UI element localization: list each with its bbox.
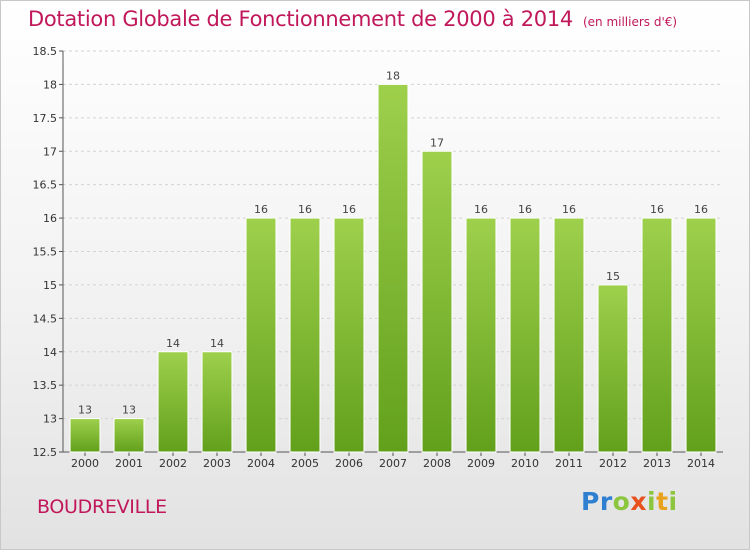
- y-tick-label: 18: [43, 78, 57, 91]
- x-tick-label: 2010: [511, 457, 539, 470]
- y-tick-label: 16: [43, 212, 57, 225]
- x-tick-label: 2002: [159, 457, 187, 470]
- data-label: 14: [210, 337, 224, 350]
- bar-2005: [289, 217, 321, 453]
- y-tick-label: 12.5: [33, 446, 58, 459]
- x-tick-label: 2012: [599, 457, 627, 470]
- bar-2010: [509, 217, 541, 453]
- y-tick-label: 14.5: [33, 312, 58, 325]
- y-tick-label: 17.5: [33, 112, 58, 125]
- chart-title-text: Dotation Globale de Fonctionnement de 20…: [28, 7, 573, 31]
- logo-letter-6: i: [668, 487, 678, 516]
- bar-2014: [685, 217, 717, 453]
- data-labels: 13 13 14 14 16 16 16 18 17 16 16 16 15 16 16: [78, 69, 708, 416]
- bar-2009: [465, 217, 497, 453]
- bar-2004: [245, 217, 277, 453]
- x-tick-label: 2004: [247, 457, 275, 470]
- x-tick-label: 2008: [423, 457, 451, 470]
- bars: [69, 83, 717, 453]
- data-label: 16: [474, 203, 488, 216]
- bar-2012: [597, 284, 629, 453]
- logo-letter-2: o: [612, 487, 631, 516]
- bar-2008: [421, 150, 453, 453]
- data-label: 13: [122, 404, 136, 417]
- y-tick-label: 18.5: [33, 45, 58, 58]
- data-label: 16: [518, 203, 532, 216]
- y-tick-label: 15.5: [33, 246, 58, 259]
- y-tick-labels: 12.5 13 13.5 14 14.5 15 15.5 16 16.5 17 17.5 18 18.5: [33, 45, 58, 459]
- data-label: 16: [342, 203, 356, 216]
- x-tick-labels: 2000 2001 2002 2003 2004 2005 2006 2007 2008 2009…: [71, 457, 715, 470]
- y-tick-label: 16.5: [33, 179, 58, 192]
- x-tick-label: 2009: [467, 457, 495, 470]
- data-label: 15: [606, 270, 620, 283]
- commune-name: BOUDREVILLE: [37, 496, 167, 518]
- bar-2001: [113, 418, 145, 453]
- x-tick-label: 2003: [203, 457, 231, 470]
- x-tick-label: 2011: [555, 457, 583, 470]
- data-label: 17: [430, 136, 444, 149]
- y-tick-label: 13: [43, 413, 57, 426]
- x-tick-label: 2013: [643, 457, 671, 470]
- logo-letter-0: P: [581, 487, 600, 516]
- data-label: 16: [254, 203, 268, 216]
- data-label: 13: [78, 404, 92, 417]
- data-label: 16: [562, 203, 576, 216]
- bar-2011: [553, 217, 585, 453]
- x-tick-label: 2014: [687, 457, 715, 470]
- data-label: 14: [166, 337, 180, 350]
- x-tick-label: 2000: [71, 457, 99, 470]
- proxiti-logo: Proxiti: [581, 487, 678, 516]
- data-label: 16: [650, 203, 664, 216]
- bar-2003: [201, 351, 233, 453]
- bar-2000: [69, 418, 101, 453]
- logo-letter-5: t: [656, 487, 669, 516]
- unit-note: (en milliers d'€): [582, 15, 678, 29]
- bar-2013: [641, 217, 673, 453]
- logo-letter-1: r: [599, 487, 613, 516]
- logo-letter-4: i: [647, 487, 657, 516]
- x-tick-label: 2005: [291, 457, 319, 470]
- data-label: 16: [298, 203, 312, 216]
- data-label: 16: [694, 203, 708, 216]
- y-tick-label: 17: [43, 145, 57, 158]
- y-tick-label: 15: [43, 279, 57, 292]
- bar-2007: [377, 83, 409, 453]
- bar-2006: [333, 217, 365, 453]
- y-tick-label: 13.5: [33, 379, 58, 392]
- x-tick-label: 2006: [335, 457, 363, 470]
- logo-letter-3: x: [630, 487, 647, 516]
- x-tick-label: 2007: [379, 457, 407, 470]
- bar-chart: 12.5 13 13.5 14 14.5 15 15.5 16 16.5 17 17.5 18 18.5…: [33, 45, 723, 470]
- bar-2002: [157, 351, 189, 453]
- chart-title: Dotation Globale de Fonctionnement de 20…: [28, 7, 677, 31]
- y-tick-label: 14: [43, 346, 57, 359]
- x-tick-label: 2001: [115, 457, 143, 470]
- data-label: 18: [386, 69, 400, 82]
